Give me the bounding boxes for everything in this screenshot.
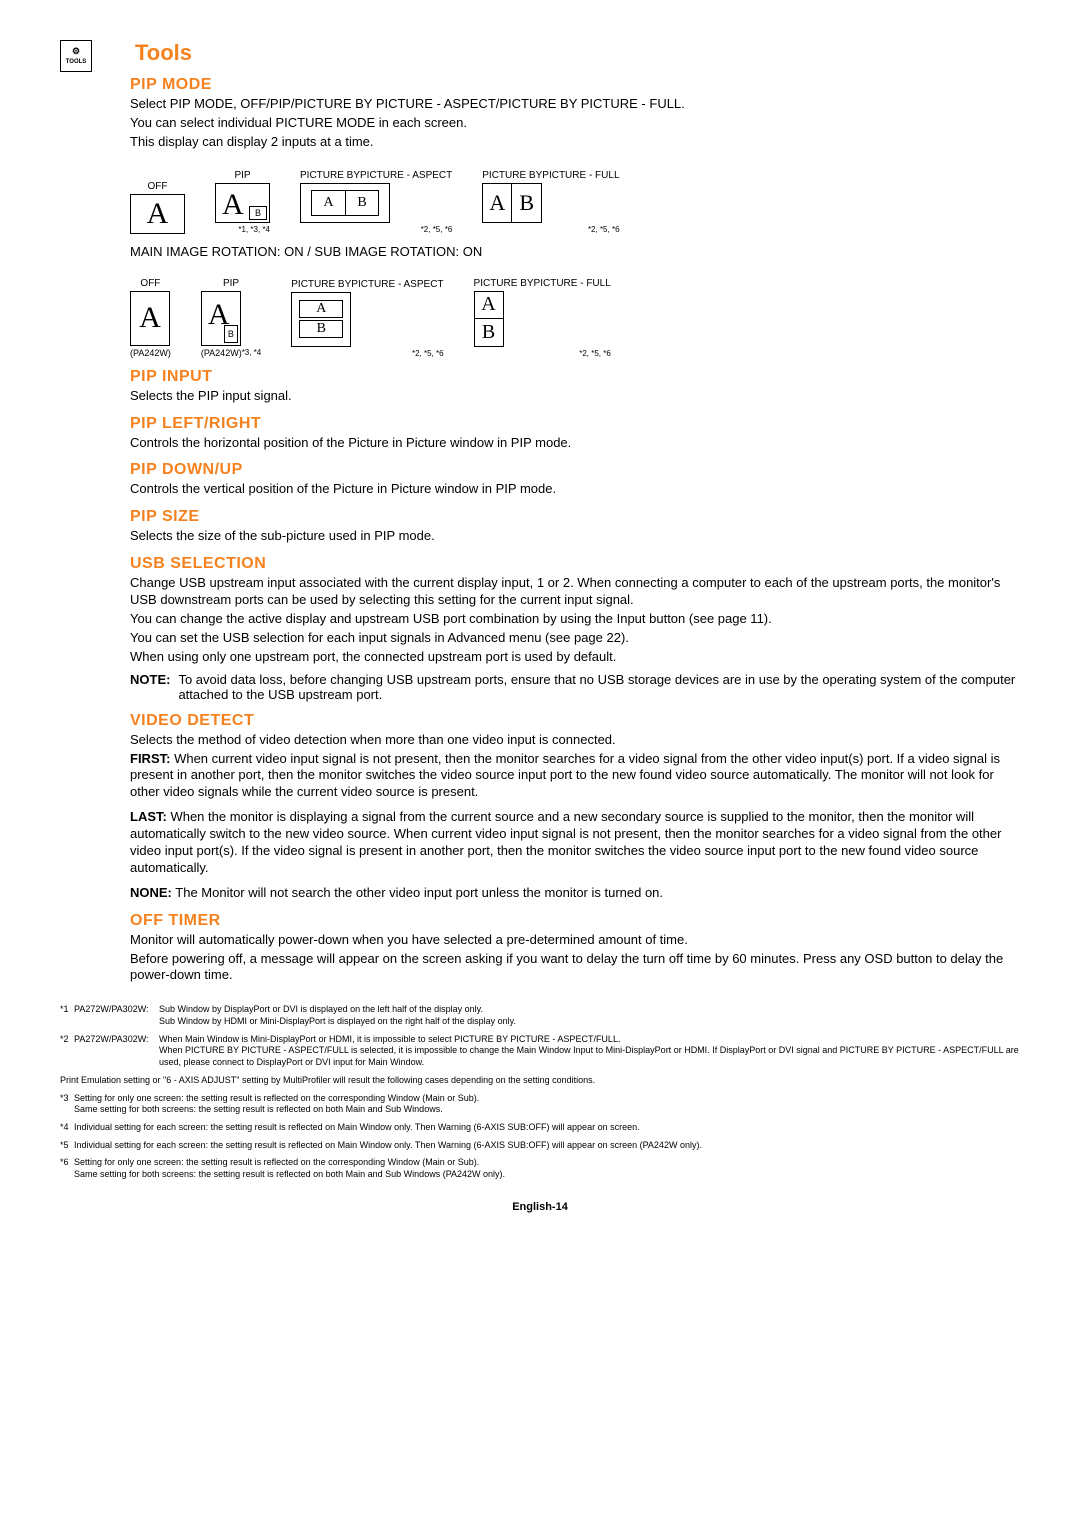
video-detect-last: LAST: When the monitor is displaying a s… bbox=[130, 809, 1020, 877]
pip-mode-p2: You can select individual PICTURE MODE i… bbox=[130, 115, 1020, 132]
footnotes: *1 PA272W/PA302W: Sub Window by DisplayP… bbox=[60, 1004, 1020, 1180]
diagram-pbp-aspect-rot: PICTURE BYPICTURE - ASPECT A B *2, *5, *… bbox=[291, 266, 443, 358]
rotation-subheading: MAIN IMAGE ROTATION: ON / SUB IMAGE ROTA… bbox=[130, 244, 1020, 259]
pip-du-text: Controls the vertical position of the Pi… bbox=[130, 481, 1020, 498]
video-detect-first: FIRST: When current video input signal i… bbox=[130, 751, 1020, 802]
page-title: Tools bbox=[65, 40, 1020, 66]
video-detect-none: NONE: The Monitor will not search the ot… bbox=[130, 885, 1020, 902]
usb-note: NOTE: To avoid data loss, before changin… bbox=[130, 672, 1020, 702]
label-off: OFF bbox=[130, 168, 185, 192]
diagram-off-rot: OFF A (PA242W) bbox=[130, 265, 171, 358]
diagram-pip-rot: PIP A B (PA242W) *3, *4 bbox=[201, 265, 261, 358]
usb-heading: USB SELECTION bbox=[130, 555, 1020, 573]
usb-p4: When using only one upstream port, the c… bbox=[130, 649, 1020, 666]
pip-mode-heading: PIP MODE bbox=[130, 76, 1020, 94]
pip-mode-p1: Select PIP MODE, OFF/PIP/PICTURE BY PICT… bbox=[130, 96, 1020, 113]
page-footer: English-14 bbox=[60, 1201, 1020, 1213]
usb-p2: You can change the active display and up… bbox=[130, 611, 1020, 628]
pip-diagram-row-1: OFF A PIP A B *1, *3, *4 PICTURE BYPICTU… bbox=[130, 157, 1020, 234]
usb-p1: Change USB upstream input associated wit… bbox=[130, 575, 1020, 609]
off-timer-heading: OFF TIMER bbox=[130, 912, 1020, 930]
tools-icon: ⚙TOOLS bbox=[60, 40, 92, 72]
pip-input-heading: PIP INPUT bbox=[130, 368, 1020, 386]
video-detect-p1: Selects the method of video detection wh… bbox=[130, 732, 1020, 749]
off-timer-p2: Before powering off, a message will appe… bbox=[130, 951, 1020, 985]
diagram-pbp-aspect: PICTURE BYPICTURE - ASPECT A B *2, *5, *… bbox=[300, 157, 452, 234]
pip-size-heading: PIP SIZE bbox=[130, 508, 1020, 526]
pip-size-text: Selects the size of the sub-picture used… bbox=[130, 528, 1020, 545]
usb-p3: You can set the USB selection for each i… bbox=[130, 630, 1020, 647]
pip-diagram-row-2: OFF A (PA242W) PIP A B (PA242W) *3, *4 P… bbox=[130, 265, 1020, 358]
label-pip: PIP bbox=[215, 157, 270, 181]
pip-input-text: Selects the PIP input signal. bbox=[130, 388, 1020, 405]
pip-lr-heading: PIP LEFT/RIGHT bbox=[130, 415, 1020, 433]
pip-mode-p3: This display can display 2 inputs at a t… bbox=[130, 134, 1020, 151]
diagram-pip: PIP A B *1, *3, *4 bbox=[215, 157, 270, 234]
diagram-off: OFF A bbox=[130, 168, 185, 234]
video-detect-heading: VIDEO DETECT bbox=[130, 712, 1020, 730]
pip-lr-text: Controls the horizontal position of the … bbox=[130, 435, 1020, 452]
pip-du-heading: PIP DOWN/UP bbox=[130, 461, 1020, 479]
diagram-pbp-full-rot: PICTURE BYPICTURE - FULL A B *2, *5, *6 bbox=[474, 265, 611, 358]
off-timer-p1: Monitor will automatically power-down wh… bbox=[130, 932, 1020, 949]
diagram-pbp-full: PICTURE BYPICTURE - FULL A B *2, *5, *6 bbox=[482, 157, 619, 234]
